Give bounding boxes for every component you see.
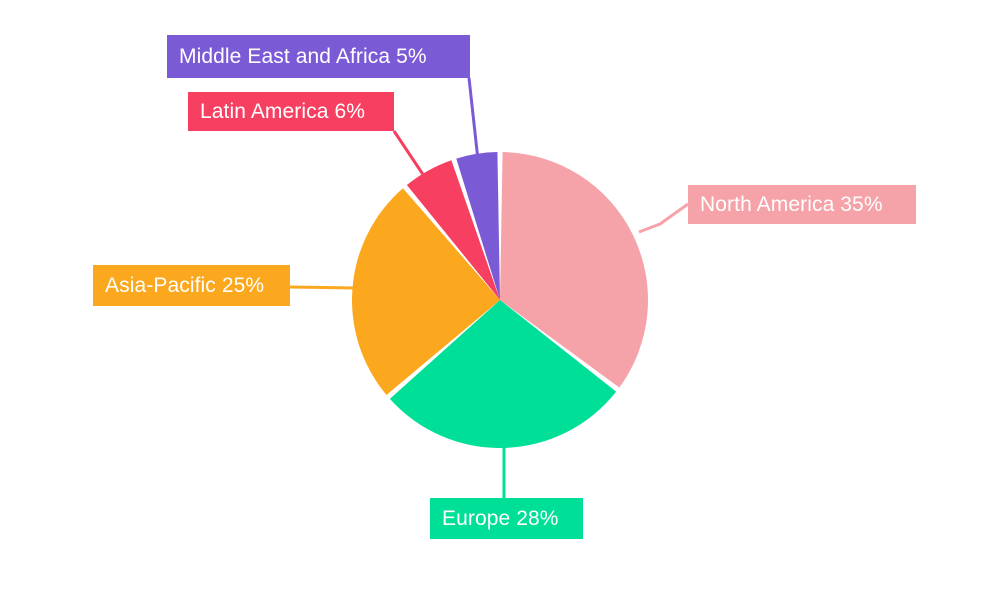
pie-label-middle-east-and-africa[interactable]: Middle East and Africa 5% [167, 35, 470, 78]
pie-label-latin-america[interactable]: Latin America 6% [188, 92, 394, 131]
pie-label-text: Middle East and Africa 5% [179, 45, 427, 68]
pie-label-text: Europe 28% [442, 507, 559, 530]
leader-line-north-america [638, 202, 689, 234]
pie-label-text: North America 35% [700, 193, 883, 216]
pie-label-text: Asia-Pacific 25% [105, 274, 265, 297]
leader-line-middle-east-and-africa [467, 77, 480, 161]
pie-slice-latin-america[interactable] [406, 160, 500, 300]
pie-label-asia-pacific[interactable]: Asia-Pacific 25% [93, 265, 290, 306]
pie-slice-north-america[interactable] [500, 152, 649, 388]
pie-label-text: Latin America 6% [200, 100, 366, 123]
pie-label-north-america[interactable]: North America 35% [688, 185, 916, 224]
leader-line-asia-pacific [289, 285, 356, 290]
pie-label-europe[interactable]: Europe 28% [430, 498, 583, 539]
pie-slice-middle-east-and-africa[interactable] [456, 152, 500, 300]
pie-slice-europe[interactable] [389, 300, 617, 448]
pie-slice-asia-pacific[interactable] [351, 188, 500, 395]
pie-slices [351, 152, 649, 448]
